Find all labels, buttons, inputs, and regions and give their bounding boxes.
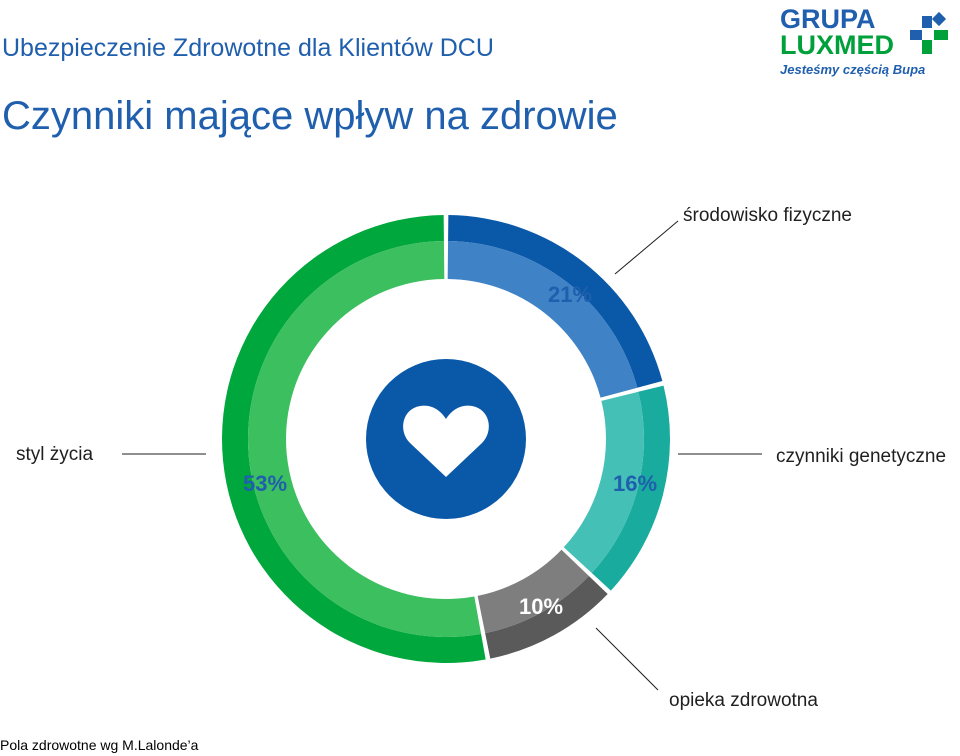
donut-slice-inner [477,549,589,634]
logo-cross-icon [910,11,948,54]
center-badge [366,359,526,519]
leader-line [595,627,659,691]
donut-slice-outer [448,215,663,388]
donut-slice-inner [563,391,644,574]
logo-tagline: Jesteśmy częścią Bupa [780,62,926,77]
footer-note: Pola zdrowotne wg M.Lalonde’a [0,737,199,753]
logo-line-2: LUXMED [780,30,894,60]
slice-category-label: czynniki genetyczne [776,446,946,467]
donut-slice-inner [447,241,638,398]
slice-category-label: opieka zdrowotna [669,690,818,711]
leader-line [614,220,679,275]
donut-slice-inner [248,241,482,637]
donut-slice-outer [485,576,608,659]
logo-line-1: GRUPA [780,4,876,34]
slice-value-label: 10% [519,594,563,619]
slice-value-label: 21% [548,282,592,307]
slide-title: Czynniki mające wpływ na zdrowie [2,94,618,138]
slice-category-label: styl życia [16,444,94,465]
heart-icon [403,405,489,477]
luxmed-logo: GRUPA LUXMED Jesteśmy częścią Bupa [776,4,956,84]
donut-slice-outer [591,385,670,591]
slice-value-label: 16% [613,471,657,496]
presentation-subtitle: Ubezpieczenie Zdrowotne dla Klientów DCU [2,34,494,62]
slice-category-label: środowisko fizyczne [683,205,852,226]
slice-value-label: 53% [243,471,287,496]
